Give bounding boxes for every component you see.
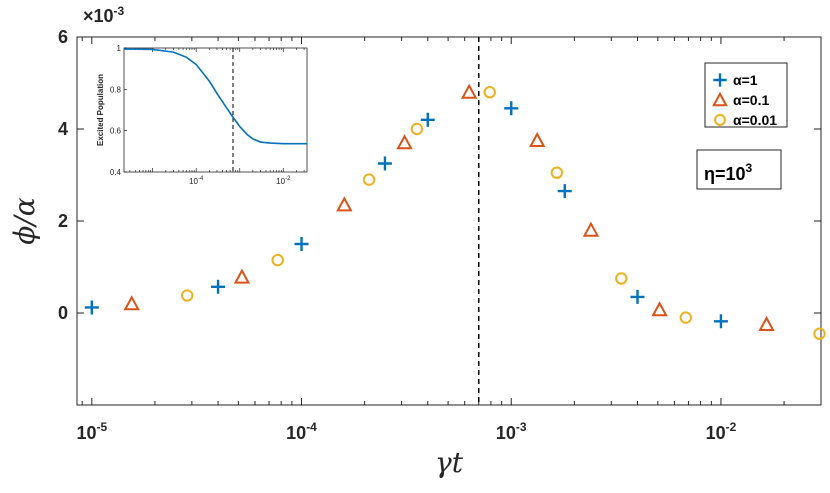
- inset-y-tick-label: 0.4: [110, 168, 122, 177]
- data-point-circle: [271, 253, 284, 267]
- inset-y-tick-label: 0.6: [110, 127, 122, 136]
- svg-text:η=103: η=103: [704, 161, 753, 184]
- inset-y-tick-label: 0.8: [110, 85, 122, 94]
- y-tick-label: 6: [58, 27, 68, 47]
- data-point-triangle: [123, 295, 140, 311]
- eta-annotation-box: [696, 149, 782, 190]
- data-point-triangle: [460, 83, 478, 99]
- data-point-triangle: [529, 131, 546, 147]
- data-point-circle: [483, 86, 496, 99]
- y-tick-label: 0: [58, 303, 68, 323]
- x-tick-label: 10-5: [76, 420, 107, 443]
- data-point-triangle: [396, 134, 413, 150]
- data-point-plus: [294, 237, 309, 251]
- data-point-triangle: [336, 196, 353, 212]
- legend-label: α=0.01: [733, 112, 777, 128]
- legend: α=1 α=0.1 α=0.01: [704, 62, 788, 128]
- data-point-plus: [420, 112, 435, 127]
- data-point-circle: [362, 173, 376, 186]
- inset-x-tick-label: 10-4: [189, 176, 204, 186]
- data-point-circle: [550, 166, 564, 179]
- data-point-triangle: [651, 301, 668, 317]
- inset-y-tick-label: 1: [117, 44, 122, 53]
- legend-marker-plus: [713, 73, 727, 87]
- data-point-circle: [679, 311, 693, 324]
- inset-population-curve: [123, 48, 307, 145]
- y-tick-label: 2: [58, 211, 68, 231]
- data-point-plus: [504, 101, 519, 116]
- legend-marker-triangle: [712, 91, 728, 107]
- legend-marker-circle: [714, 114, 726, 126]
- data-point-plus: [377, 156, 392, 171]
- data-point-triangle: [758, 315, 775, 331]
- data-point-triangle: [582, 221, 600, 237]
- y-tick-label: 4: [58, 119, 68, 139]
- data-point-circle: [615, 272, 628, 285]
- x-tick-label: 10-2: [706, 420, 737, 443]
- inset-chart: 10-4 10-2 0.4 0.6 0.8 1 Excited Population: [96, 44, 308, 186]
- inset-plot-area: [123, 47, 308, 173]
- data-point-plus: [630, 289, 645, 304]
- data-point-circle: [180, 289, 194, 302]
- eta-annotation-text: η=10: [704, 164, 746, 184]
- legend-label: α=1: [733, 72, 758, 88]
- data-series-group: [84, 83, 826, 340]
- eta-annotation: η=103: [696, 149, 782, 190]
- inset-y-axis-label: Excited Population: [96, 74, 105, 146]
- inset-x-tick-label: 10-2: [276, 176, 291, 186]
- data-point-plus: [211, 279, 226, 294]
- main-axis-ticks: 10-5 10-4 10-3 10-2 0 2 4 6: [58, 27, 822, 443]
- data-point-plus: [557, 184, 572, 199]
- data-point-plus: [713, 314, 728, 329]
- eta-annotation-exponent: 3: [746, 161, 753, 175]
- x-tick-label: 10-3: [496, 420, 527, 443]
- y-multiplier-label: ×10-3: [83, 4, 125, 26]
- x-tick-label: 10-4: [286, 420, 317, 443]
- data-point-circle: [813, 327, 826, 340]
- x-axis-label: γt: [435, 446, 464, 479]
- data-point-triangle: [233, 268, 251, 284]
- legend-label: α=0.1: [733, 92, 769, 108]
- data-point-plus: [84, 300, 99, 315]
- data-point-circle: [410, 122, 424, 136]
- y-axis-label: ϕ/α: [8, 197, 41, 245]
